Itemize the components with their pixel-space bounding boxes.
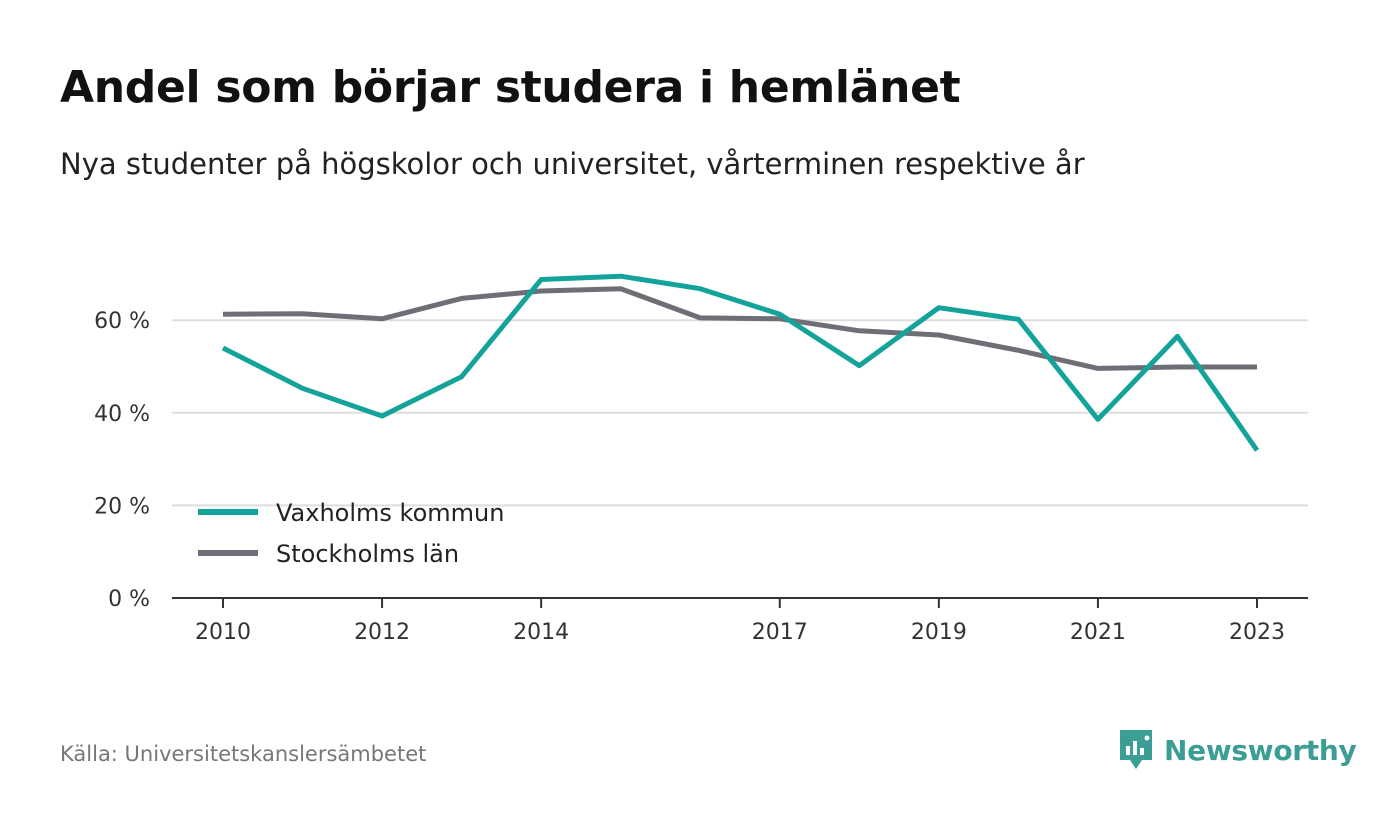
brand-logo: Newsworthy	[1118, 728, 1357, 772]
y-axis-ticks: 0 % 20 % 40 % 60 %	[94, 309, 150, 612]
legend: Vaxholms kommun Stockholms län	[198, 499, 504, 568]
legend-label: Vaxholms kommun	[276, 499, 504, 527]
x-tick-label: 2010	[195, 620, 251, 645]
series-lines	[221, 273, 1260, 452]
y-tick-label: 0 %	[108, 587, 150, 612]
chart-title: Andel som börjar studera i hemlänet	[60, 62, 961, 113]
x-tick-label: 2014	[513, 620, 569, 645]
x-tick-label: 2017	[752, 620, 808, 645]
source-note: Källa: Universitetskanslersämbetet	[60, 742, 427, 766]
y-tick-label: 60 %	[94, 309, 150, 334]
legend-label: Stockholms län	[276, 540, 459, 568]
grid-lines	[172, 319, 1308, 507]
series-line-vaxholms-kommun	[221, 273, 1260, 452]
chart-subtitle: Nya studenter på högskolor och universit…	[60, 147, 1085, 181]
newsworthy-logo-icon	[1120, 730, 1152, 769]
x-tick-label: 2023	[1229, 620, 1285, 645]
brand-name: Newsworthy	[1164, 733, 1357, 767]
x-axis-ticks: 2010 2012 2014 2017 2019 2021 2023	[195, 598, 1285, 645]
x-tick-label: 2021	[1070, 620, 1126, 645]
y-tick-label: 20 %	[94, 494, 150, 519]
x-tick-label: 2012	[354, 620, 410, 645]
x-tick-label: 2019	[911, 620, 967, 645]
series-line-stockholms-l-n	[222, 286, 1257, 371]
y-tick-label: 40 %	[94, 402, 150, 427]
line-chart: 0 % 20 % 40 % 60 % 2010 2012 2014 2017 2019 2021…	[94, 273, 1308, 645]
